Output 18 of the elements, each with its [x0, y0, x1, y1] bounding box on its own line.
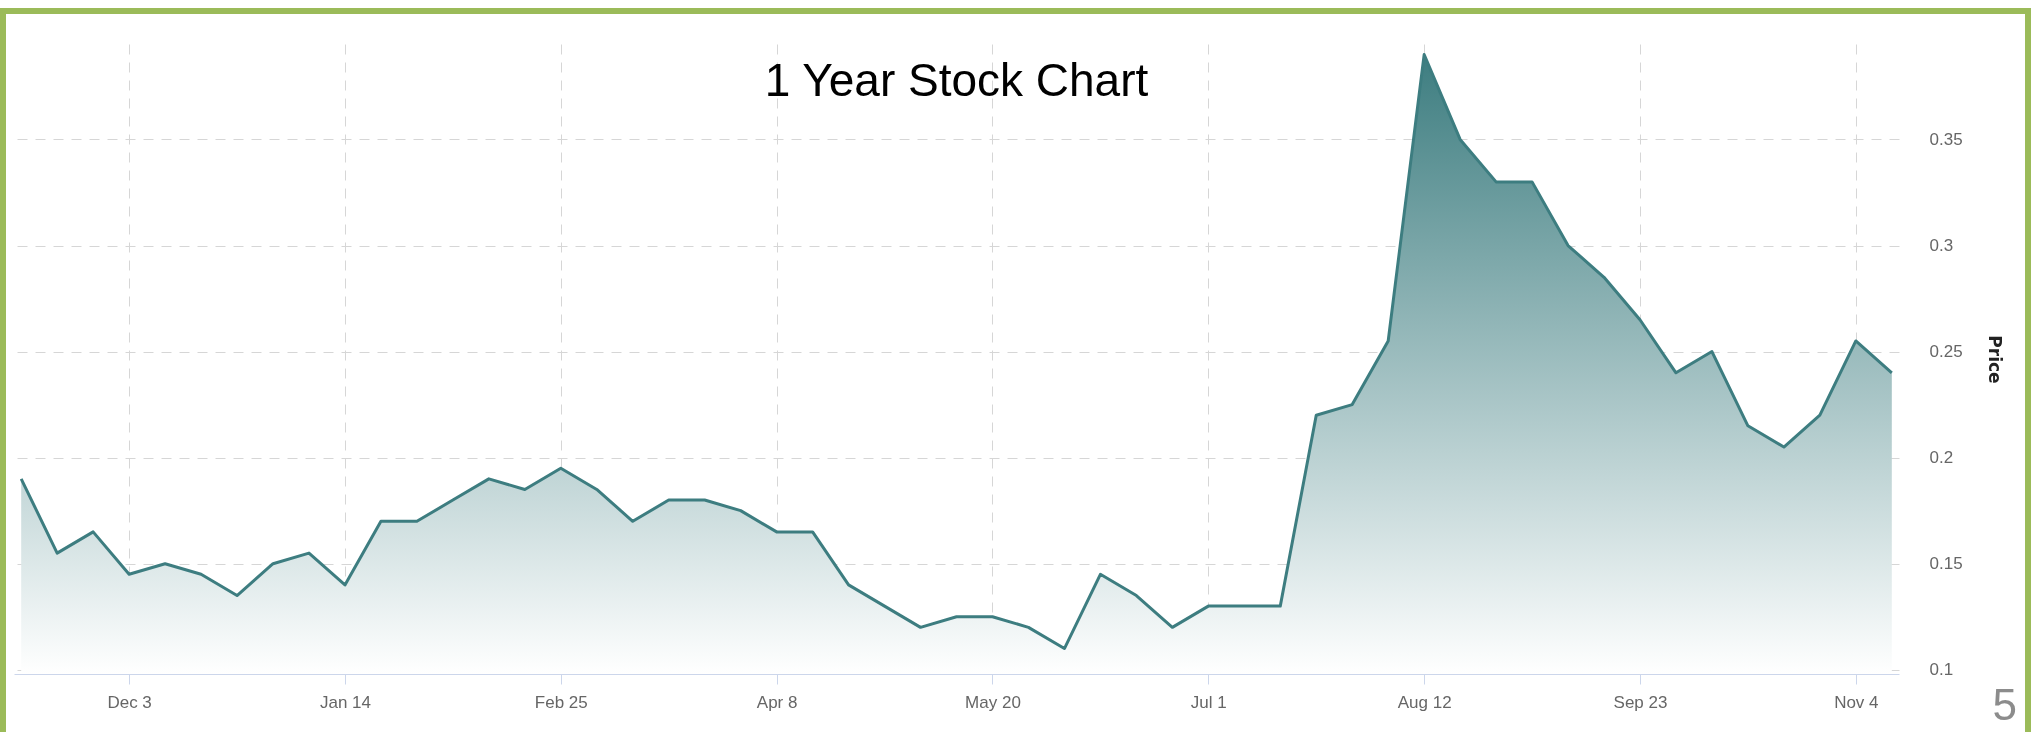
y-tick-label: 0.25: [1929, 342, 1963, 362]
x-tick-label: Dec 3: [107, 692, 152, 712]
x-tick-label: Sep 23: [1613, 692, 1668, 712]
y-tick-label: 0.15: [1929, 554, 1963, 574]
x-tick-label: May 20: [965, 692, 1021, 712]
y-axis-title: Price: [1984, 335, 2005, 384]
x-tick-label: Jan 14: [319, 692, 371, 712]
text: 5: [1992, 680, 2017, 730]
x-tick-label: Apr 8: [756, 692, 798, 712]
x-tick-label: Aug 12: [1397, 692, 1452, 712]
x-tick-label: Nov 4: [1834, 692, 1879, 712]
y-tick-label: 0.1: [1929, 660, 1954, 680]
y-tick-label: 0.2: [1929, 448, 1954, 468]
chart-title: 1 Year Stock Chart: [764, 54, 1149, 106]
x-tick-label: Jul 1: [1190, 692, 1227, 712]
y-tick-label: 0.35: [1929, 129, 1963, 149]
y-tick-label: 0.3: [1929, 236, 1954, 256]
x-tick-label: Feb 25: [534, 692, 588, 712]
